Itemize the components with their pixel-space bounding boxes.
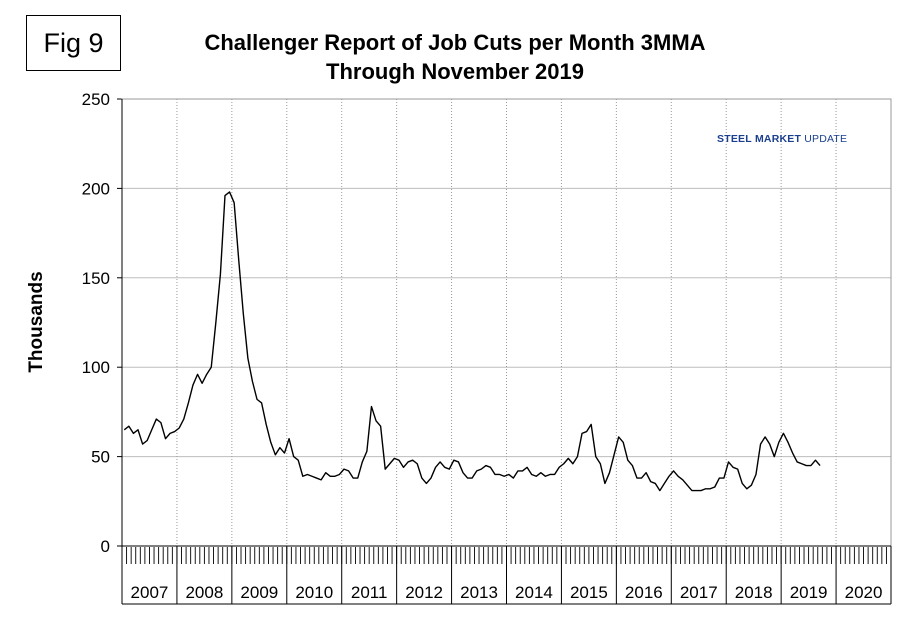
y-tick-label: 150 bbox=[82, 269, 110, 288]
logo-part-steel: STEEL bbox=[717, 133, 752, 145]
logo-part-market: MARKET bbox=[754, 133, 802, 145]
figure-label: Fig 9 bbox=[26, 15, 121, 71]
x-tick-label: 2019 bbox=[790, 583, 828, 602]
x-tick-label: 2009 bbox=[240, 583, 278, 602]
chart-title: Challenger Report of Job Cuts per Month … bbox=[204, 30, 706, 55]
y-tick-label: 0 bbox=[101, 537, 110, 556]
y-tick-label: 100 bbox=[82, 358, 110, 377]
y-tick-label: 200 bbox=[82, 179, 110, 198]
series-layer bbox=[123, 191, 821, 492]
logo-part-update: UPDATE bbox=[804, 133, 848, 145]
x-tick-label: 2012 bbox=[405, 583, 443, 602]
y-tick-label: 250 bbox=[82, 90, 110, 109]
x-tick-label: 2011 bbox=[351, 583, 388, 602]
y-axis-label: Thousands bbox=[26, 271, 47, 372]
x-tick-label: 2013 bbox=[460, 583, 498, 602]
x-tick-label: 2016 bbox=[625, 583, 663, 602]
y-tick-label: 50 bbox=[91, 448, 110, 467]
axis-layer: 0 50 100 150 200 250 2007 2008 2009 2010 2011 2012 2… bbox=[82, 90, 892, 605]
x-tick-label: 2008 bbox=[185, 583, 223, 602]
grid-layer bbox=[122, 98, 891, 546]
plot-border bbox=[121, 98, 892, 547]
x-tick-label: 2015 bbox=[570, 583, 608, 602]
series-line bbox=[123, 191, 821, 492]
x-tick-label: 2007 bbox=[131, 583, 169, 602]
x-tick-label: 2014 bbox=[515, 583, 553, 602]
x-tick-label: 2010 bbox=[295, 583, 333, 602]
x-tick-label: 2017 bbox=[680, 583, 718, 602]
chart-subtitle: Through November 2019 bbox=[326, 59, 584, 84]
brand-logo: STEEL MARKET UPDATE bbox=[717, 133, 847, 145]
figure-label-text: Fig 9 bbox=[43, 27, 104, 58]
x-tick-label: 2018 bbox=[735, 583, 773, 602]
x-tick-label: 2020 bbox=[845, 583, 883, 602]
